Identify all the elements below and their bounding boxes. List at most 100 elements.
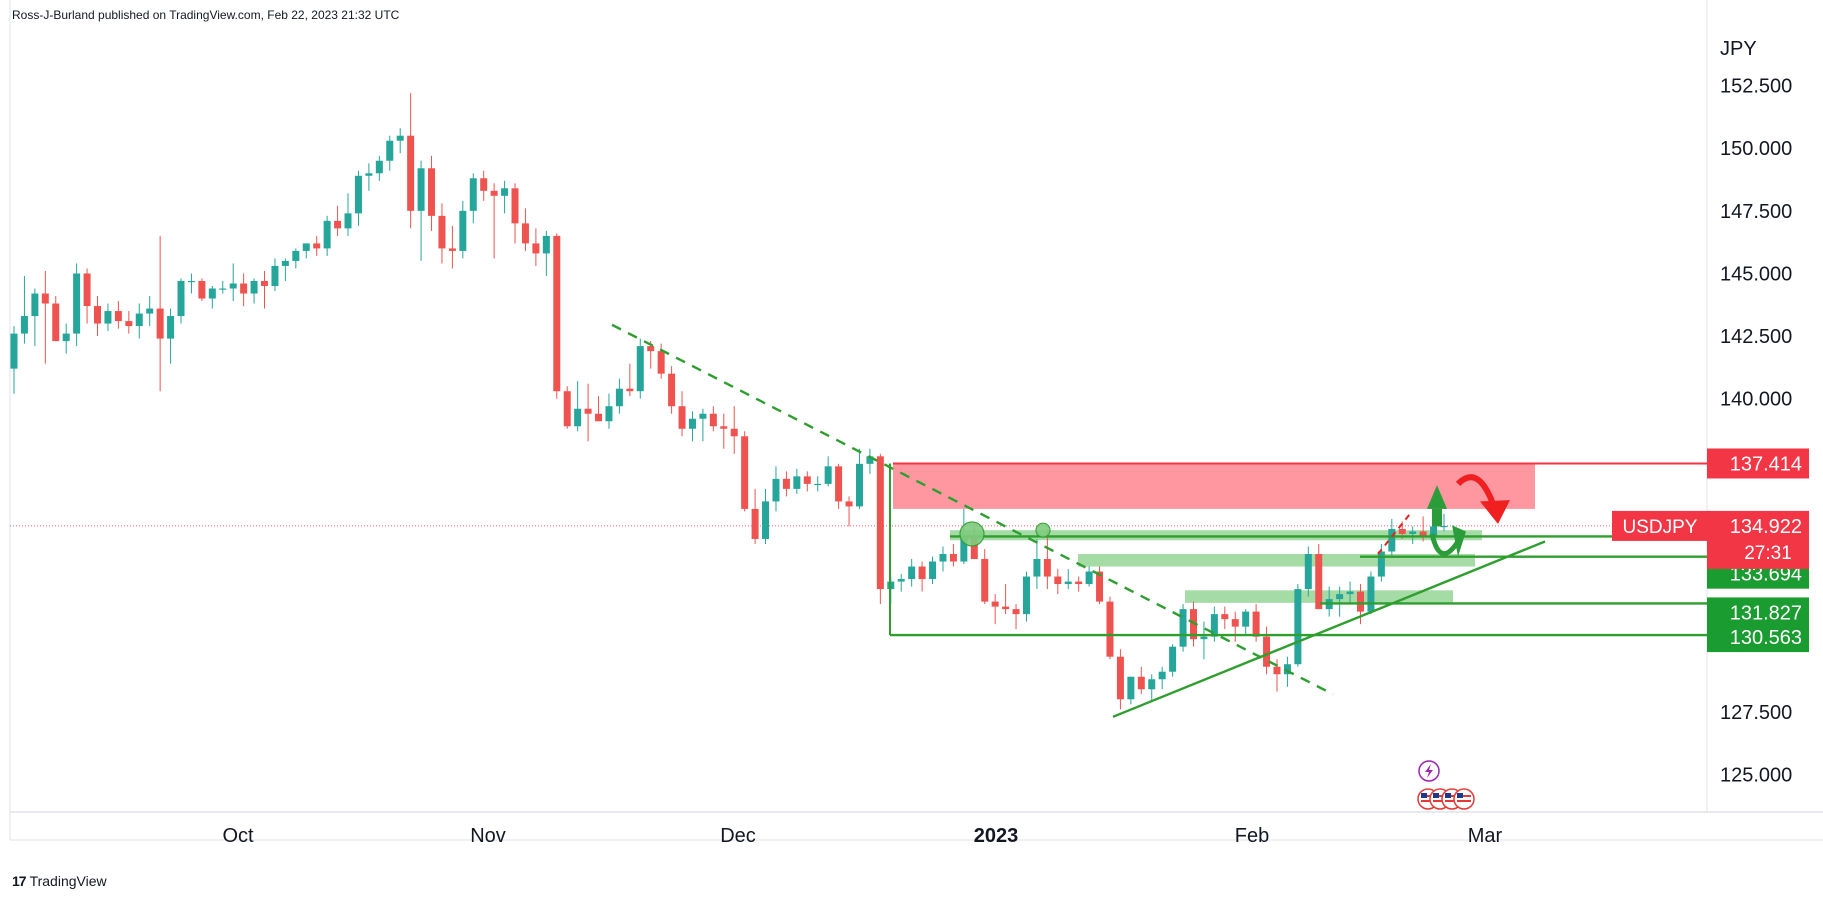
candle[interactable] — [1064, 569, 1072, 590]
candle[interactable] — [814, 476, 822, 492]
candle[interactable] — [918, 561, 926, 592]
us-flag-event-icon[interactable] — [1453, 788, 1475, 810]
candle[interactable] — [762, 488, 770, 544]
candle[interactable] — [720, 413, 728, 449]
candle[interactable] — [198, 278, 206, 302]
candle[interactable] — [1210, 606, 1218, 642]
candle[interactable] — [1242, 609, 1250, 635]
candle[interactable] — [386, 135, 394, 171]
candle[interactable] — [428, 155, 436, 231]
candle[interactable] — [480, 170, 488, 201]
candle[interactable] — [1304, 546, 1312, 597]
candle[interactable] — [1263, 626, 1271, 675]
candle[interactable] — [897, 574, 905, 592]
candle[interactable] — [1336, 586, 1344, 617]
candle[interactable] — [313, 235, 321, 256]
candle[interactable] — [751, 488, 759, 544]
candle[interactable] — [542, 230, 550, 276]
candle[interactable] — [438, 203, 446, 264]
candle[interactable] — [1169, 644, 1177, 677]
candle[interactable] — [1346, 581, 1354, 605]
candle[interactable] — [261, 270, 269, 309]
candle[interactable] — [1440, 513, 1448, 532]
candle[interactable] — [605, 393, 613, 429]
candle[interactable] — [1137, 666, 1145, 695]
candle[interactable] — [125, 311, 133, 334]
candle[interactable] — [10, 326, 18, 394]
candle[interactable] — [229, 263, 237, 302]
candle[interactable] — [908, 559, 916, 587]
candle[interactable] — [584, 383, 592, 442]
candle[interactable] — [375, 155, 383, 181]
candle[interactable] — [177, 278, 185, 324]
candle[interactable] — [135, 303, 143, 339]
candle[interactable] — [1200, 621, 1208, 660]
candle[interactable] — [83, 268, 91, 324]
candle[interactable] — [1106, 596, 1114, 660]
candle[interactable] — [511, 183, 519, 244]
candle[interactable] — [20, 275, 28, 344]
candle[interactable] — [939, 546, 947, 572]
candle[interactable] — [250, 278, 258, 304]
candle[interactable] — [1315, 543, 1323, 610]
candle[interactable] — [866, 448, 874, 474]
candle[interactable] — [240, 273, 248, 307]
candle[interactable] — [354, 170, 362, 226]
candle[interactable] — [803, 471, 811, 492]
candle[interactable] — [772, 466, 780, 512]
candle[interactable] — [146, 296, 154, 327]
candle[interactable] — [323, 215, 331, 256]
candle[interactable] — [1148, 674, 1156, 702]
candle[interactable] — [595, 396, 603, 422]
candle[interactable] — [1221, 606, 1229, 630]
candle[interactable] — [1033, 538, 1041, 590]
candle[interactable] — [1075, 576, 1083, 592]
candle[interactable] — [574, 381, 582, 432]
candle[interactable] — [490, 183, 498, 259]
candle[interactable] — [1367, 571, 1375, 615]
candle[interactable] — [334, 205, 342, 236]
candle[interactable] — [1043, 528, 1051, 590]
candle[interactable] — [1085, 566, 1093, 587]
candle[interactable] — [292, 248, 300, 269]
candle[interactable] — [1127, 676, 1135, 705]
candle[interactable] — [1002, 584, 1010, 615]
candle[interactable] — [219, 280, 227, 294]
candle[interactable] — [1096, 566, 1104, 605]
candle[interactable] — [824, 456, 832, 487]
tradingview-brand[interactable]: 17 TradingView — [12, 873, 107, 889]
candle[interactable] — [782, 471, 790, 497]
candle[interactable] — [615, 378, 623, 414]
candle[interactable] — [281, 258, 289, 281]
candle[interactable] — [271, 258, 279, 292]
candle[interactable] — [1158, 666, 1166, 690]
candle[interactable] — [1388, 518, 1396, 557]
candle[interactable] — [626, 363, 634, 397]
candle[interactable] — [1189, 601, 1197, 647]
candle[interactable] — [417, 160, 425, 261]
candle[interactable] — [991, 594, 999, 625]
candle[interactable] — [835, 463, 843, 509]
candle[interactable] — [1294, 584, 1302, 667]
candle[interactable] — [876, 453, 884, 605]
candle[interactable] — [1116, 649, 1124, 710]
candle[interactable] — [521, 208, 529, 251]
candle[interactable] — [553, 233, 561, 399]
candle[interactable] — [793, 468, 801, 494]
candle[interactable] — [1231, 611, 1239, 642]
candle[interactable] — [981, 548, 989, 605]
candle[interactable] — [730, 406, 738, 454]
candle[interactable] — [208, 285, 216, 309]
candle[interactable] — [699, 408, 707, 442]
candles[interactable] — [10, 93, 1448, 710]
candle[interactable] — [104, 303, 112, 332]
candle[interactable] — [396, 128, 404, 154]
economic-events[interactable] — [1417, 760, 1475, 810]
candle[interactable] — [1054, 569, 1062, 595]
candle[interactable] — [949, 543, 957, 567]
candle[interactable] — [678, 391, 686, 437]
candle[interactable] — [52, 296, 60, 342]
candle[interactable] — [688, 411, 696, 442]
candle[interactable] — [62, 323, 70, 354]
